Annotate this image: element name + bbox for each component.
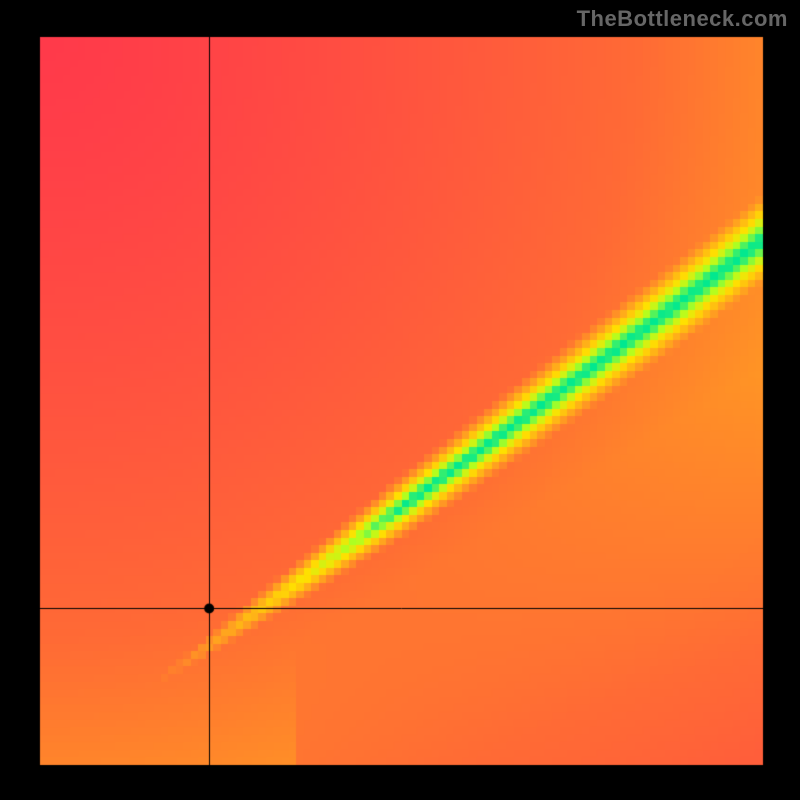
watermark-text: TheBottleneck.com — [577, 6, 788, 32]
heatmap-canvas — [0, 0, 800, 800]
chart-container: TheBottleneck.com — [0, 0, 800, 800]
